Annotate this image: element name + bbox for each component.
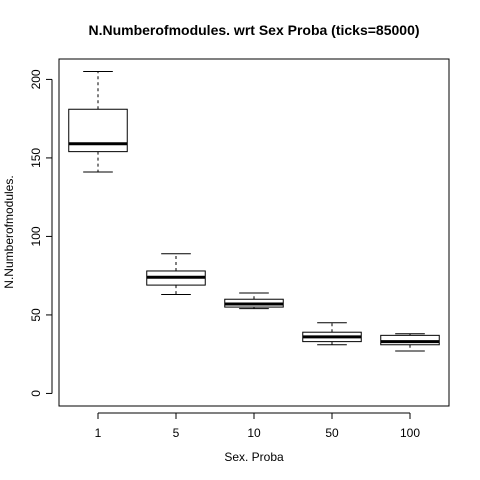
iqr-box — [380, 334, 440, 346]
box-100 — [380, 333, 440, 352]
box-5 — [146, 253, 206, 296]
plot-frame — [58, 58, 450, 407]
y-axis-label: N.Numberofmodules. — [2, 175, 16, 288]
y-tick-label: 200 — [29, 69, 43, 89]
y-tick-label: 100 — [29, 226, 43, 246]
box-series — [68, 71, 440, 352]
y-axis: 0 50 100 150 200 — [29, 69, 53, 397]
box-10 — [224, 292, 284, 310]
x-tick-label: 10 — [247, 426, 261, 440]
box-50 — [302, 322, 362, 346]
y-tick-label: 0 — [29, 390, 43, 397]
box-1 — [68, 71, 128, 173]
x-axis-label: Sex. Proba — [224, 450, 284, 464]
x-tick-label: 5 — [173, 426, 180, 440]
x-axis: 1 5 10 50 100 — [95, 412, 420, 440]
x-tick-label: 50 — [325, 426, 339, 440]
y-tick-label: 50 — [29, 308, 43, 322]
chart-title: N.Numberofmodules. wrt Sex Proba (ticks=… — [88, 22, 419, 38]
x-tick-label: 100 — [400, 426, 420, 440]
y-tick-label: 150 — [29, 148, 43, 168]
x-tick-label: 1 — [95, 426, 102, 440]
